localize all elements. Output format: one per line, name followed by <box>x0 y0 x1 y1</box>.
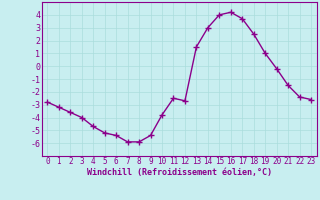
X-axis label: Windchill (Refroidissement éolien,°C): Windchill (Refroidissement éolien,°C) <box>87 168 272 177</box>
